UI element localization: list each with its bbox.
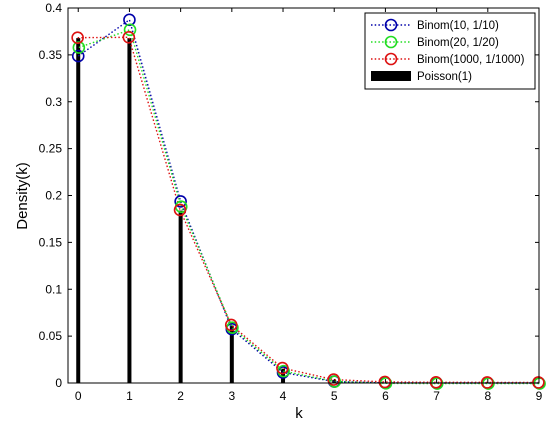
x-tick-label: 9 [536,389,543,403]
x-tick-label: 6 [382,389,389,403]
x-tick-label: 7 [433,389,440,403]
x-axis: 0 1 2 3 4 5 6 7 8 9 [75,8,543,403]
legend-label-binom-20-1-20: Binom(20, 1/20) [417,37,499,49]
y-tick-label: 0.3 [45,95,62,109]
marker-binom-1000-1-1000 [276,361,289,375]
y-axis-title: Density(k) [14,162,31,230]
x-tick-label: 5 [331,389,338,403]
x-axis-title: k [295,405,303,422]
marker-binom-10-1-10 [123,13,136,27]
marker-binom-1000-1-1000 [327,373,340,386]
x-tick-label: 2 [177,389,184,403]
x-tick-label: 4 [280,389,287,403]
legend-label-binom-10-1-10: Binom(10, 1/10) [417,20,499,32]
marker-binom-1000-1-1000 [429,376,443,389]
legend-marker-binom-20-1-20 [384,35,398,49]
legend: Binom(10, 1/10) Binom(20, 1/20) Binom(1000… [364,12,536,90]
marker-binom-10-1-10 [71,49,85,63]
x-tick-label: 8 [484,389,491,403]
marker-binom-1000-1-1000 [378,375,392,389]
marker-binom-1000-1-1000 [532,376,545,389]
marker-binom-1000-1-1000 [480,376,494,389]
legend-label-poisson-1: Poisson(1) [417,71,472,83]
y-tick-label: 0.1 [45,282,62,296]
marker-binom-1000-1-1000 [173,203,187,217]
marker-binom-20-1-20 [533,377,546,390]
x-tick-label: 3 [228,389,235,403]
x-tick-label: 1 [126,389,133,403]
marker-binom-20-1-20 [482,377,495,390]
y-tick-label: 0.25 [39,142,63,156]
y-tick-label: 0.4 [45,1,62,15]
y-tick-label: 0 [55,376,62,390]
y-tick-label: 0.2 [45,189,62,203]
x-tick-label: 0 [75,389,82,403]
y-axis: 0 0.05 0.1 0.15 0.2 0.25 0.3 0.35 0.4 [39,1,539,390]
line-binom-1000-1-1000 [77,36,539,384]
marker-binom-1000-1-1000 [224,318,238,332]
y-tick-label: 0.35 [39,48,63,62]
marker-binom-1000-1-1000 [71,31,84,44]
legend-marker-binom-10-1-10 [384,18,398,32]
legend-swatch-poisson-1 [371,71,411,81]
marker-binom-1000-1-1000 [122,31,136,44]
poisson-stems [76,38,439,383]
y-tick-label: 0.05 [39,329,63,343]
line-binom-20-1-20 [78,28,540,385]
line-binom-10-1-10 [77,18,539,384]
marker-binom-20-1-20 [123,23,137,37]
marker-binom-10-1-10 [174,195,187,208]
y-tick-label: 0.15 [39,235,63,249]
legend-label-binom-1000-1-1000: Binom(1000, 1/1000) [417,54,525,66]
marker-binom-20-1-20 [72,41,86,54]
legend-marker-binom-1000-1-1000 [384,52,398,66]
marker-binom-20-1-20 [430,377,444,390]
series-lines [77,18,540,385]
